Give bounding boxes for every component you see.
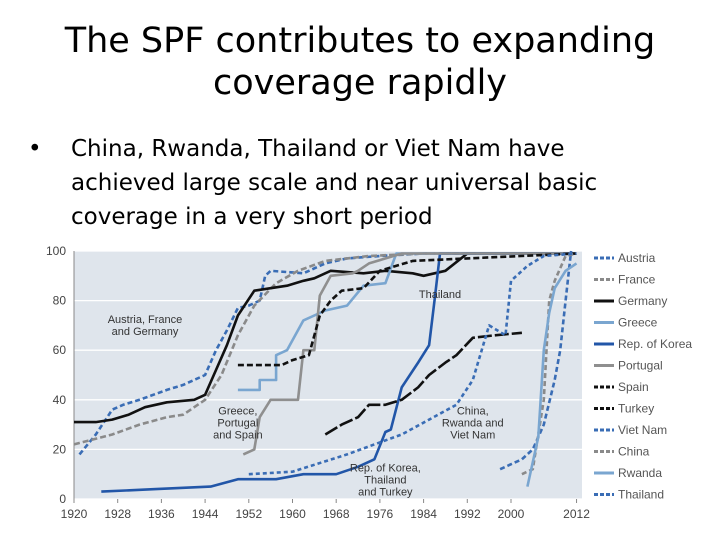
slide-title: The SPF contributes to expanding coverag… <box>0 20 720 104</box>
series-line-germany <box>74 252 577 424</box>
series-line-rwanda <box>526 262 578 487</box>
legend-label: France <box>618 273 656 287</box>
bullet-line-2: achieved large scale and near universal … <box>71 170 598 196</box>
annotation-label: Greece, <box>218 406 257 418</box>
y-tick-label: 20 <box>53 442 67 456</box>
legend-label: Spain <box>618 380 649 394</box>
coverage-chart: 0 20 40 60 80 100 1920 1928 1936 1944 1952 1960 196… <box>46 244 692 521</box>
legend-label: Greece <box>618 316 658 330</box>
y-tick-label: 40 <box>53 393 67 407</box>
annotation-label: and Spain <box>213 430 263 442</box>
legend-label: Viet Nam <box>618 423 667 437</box>
series-line-rep-of-korea <box>101 252 577 493</box>
bullet-point: • China, Rwanda, Thailand or Viet Nam ha… <box>22 132 702 234</box>
x-tick-label: 1984 <box>410 507 437 521</box>
x-tick-label: 1976 <box>367 507 394 521</box>
series-lines <box>73 250 578 493</box>
legend-label: Turkey <box>618 402 654 416</box>
slide-title-line-2: coverage rapidly <box>212 63 508 103</box>
x-axis-ticks: 1920 1928 1936 1944 1952 1960 1968 1976 1984 1992… <box>61 499 590 521</box>
annotation-label: Thailand <box>364 475 406 487</box>
x-tick-label: 2000 <box>498 507 525 521</box>
x-tick-label: 1952 <box>235 507 262 521</box>
series-line-turkey <box>324 331 523 436</box>
annotation-label: and Germany <box>112 326 179 338</box>
legend-label: Portugal <box>618 359 663 373</box>
bullet-line-3: coverage in a very short period <box>71 204 433 230</box>
legend-label: Germany <box>618 294 667 308</box>
x-tick-label: 1960 <box>279 507 306 521</box>
y-axis-ticks: 0 20 40 60 80 100 <box>46 244 66 506</box>
annotation-label: Austria, France <box>108 314 183 326</box>
legend-label: Rwanda <box>618 466 662 480</box>
y-tick-label: 60 <box>53 343 67 357</box>
x-tick-label: 1928 <box>104 507 131 521</box>
y-tick-label: 0 <box>59 492 66 506</box>
series-line-viet-nam <box>499 250 573 471</box>
bullet-line-1: China, Rwanda, Thailand or Viet Nam have <box>71 136 565 162</box>
annotation-label: Rwanda and <box>442 418 504 430</box>
x-tick-label: 1968 <box>323 507 350 521</box>
x-tick-label: 1992 <box>454 507 481 521</box>
plot-background <box>74 251 582 499</box>
annotation-label: China, <box>457 406 489 418</box>
series-line-portugal <box>242 252 577 456</box>
legend-label: China <box>618 445 650 459</box>
x-tick-label: 2012 <box>563 507 590 521</box>
bullet-dot-icon: • <box>28 136 42 162</box>
legend-label: Thailand <box>618 488 664 502</box>
series-line-greece <box>237 252 577 392</box>
annotation-label: Thailand <box>419 289 461 301</box>
slide-title-line-1: The SPF contributes to expanding <box>64 21 656 61</box>
legend-label: Rep. of Korea <box>618 337 692 351</box>
x-tick-label: 1936 <box>148 507 175 521</box>
series-line-france <box>73 252 577 446</box>
chart-legend: Austria France Germany Greece Rep. of Korea P… <box>594 251 692 502</box>
annotation-label: Portugal <box>217 418 258 430</box>
y-tick-label: 80 <box>53 294 67 308</box>
x-tick-label: 1944 <box>192 507 219 521</box>
annotation-label: Rep. of Korea, <box>350 463 421 475</box>
series-line-china <box>521 252 577 476</box>
y-tick-label: 100 <box>46 244 66 258</box>
x-tick-label: 1920 <box>61 507 88 521</box>
legend-label: Austria <box>618 251 656 265</box>
annotation-label: Viet Nam <box>450 430 495 442</box>
annotation-label: and Turkey <box>358 487 413 499</box>
series-line-thailand <box>248 252 577 476</box>
grid-lines <box>73 250 582 500</box>
